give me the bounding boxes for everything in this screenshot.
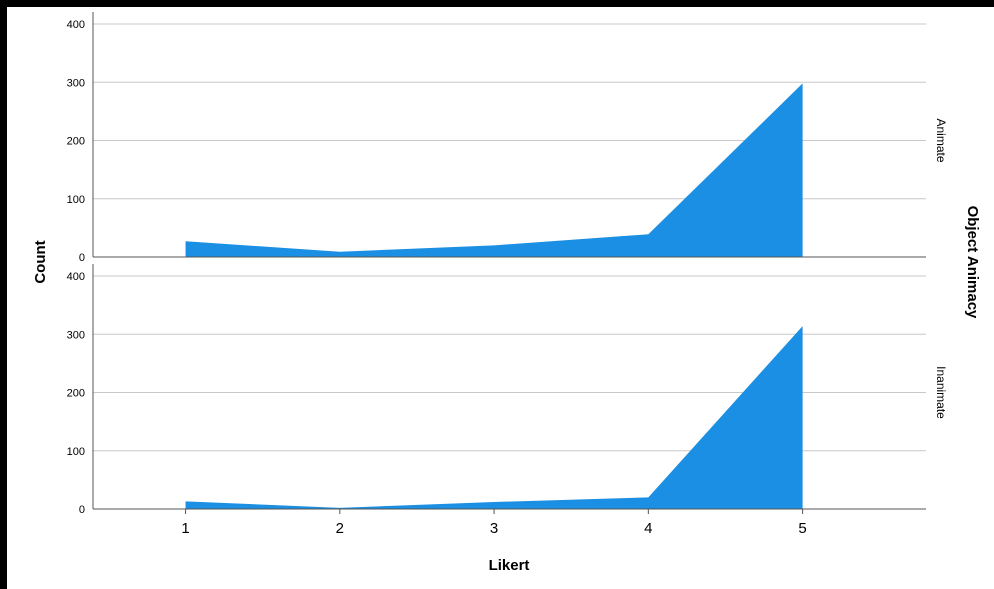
- x-tick-label: 4: [644, 520, 652, 537]
- y-tick-label: 300: [67, 329, 85, 341]
- panel-inanimate: 0 100 200 300 400 Inanimate 1 2 3 4 5: [67, 264, 948, 537]
- x-tick-label: 2: [336, 520, 344, 537]
- x-tick-label: 3: [490, 520, 498, 537]
- x-tick-label: 5: [798, 520, 806, 537]
- area-series-inanimate: [185, 326, 803, 509]
- y-axis-title: Count: [32, 240, 49, 283]
- chart-canvas: 0 100 200 300 400 Animate 0 100 200 300 400 Inanima…: [7, 7, 994, 589]
- facet-label: Animate: [934, 118, 948, 162]
- y-tick-label: 300: [67, 77, 85, 89]
- x-tick-label: 1: [181, 520, 189, 537]
- y-tick-label: 100: [67, 194, 85, 206]
- area-series-animate: [185, 83, 803, 257]
- y-tick-label: 400: [67, 271, 85, 283]
- y-tick-label: 200: [67, 136, 85, 148]
- y-tick-label: 0: [79, 504, 85, 516]
- facet-axis-title: Object Animacy: [964, 206, 981, 319]
- x-axis-title: Likert: [489, 557, 530, 574]
- y-tick-label: 100: [67, 446, 85, 458]
- y-tick-label: 200: [67, 388, 85, 400]
- faceted-area-chart: 0 100 200 300 400 Animate 0 100 200 300 400 Inanima…: [32, 12, 981, 574]
- y-tick-label: 400: [67, 19, 85, 31]
- y-tick-label: 0: [79, 252, 85, 264]
- facet-label: Inanimate: [934, 366, 948, 419]
- panel-animate: 0 100 200 300 400 Animate: [67, 12, 948, 264]
